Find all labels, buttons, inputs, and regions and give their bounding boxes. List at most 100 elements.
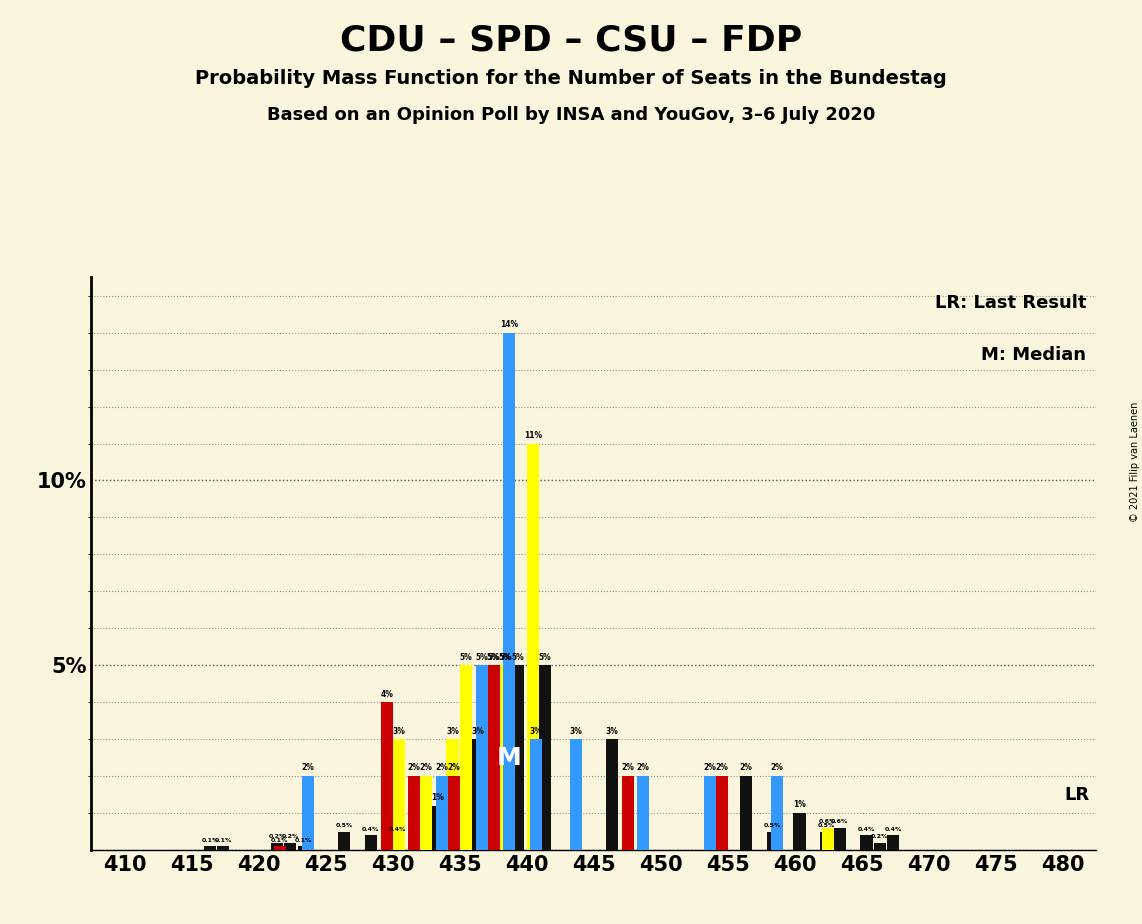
Text: 5%: 5% [539, 652, 552, 662]
Bar [821, 828, 834, 850]
Bar [606, 739, 618, 850]
Bar [637, 776, 649, 850]
Bar [284, 843, 297, 850]
Text: 5%: 5% [486, 652, 499, 662]
Text: 3%: 3% [605, 726, 618, 736]
Text: 0.5%: 0.5% [818, 823, 835, 828]
Text: 2%: 2% [435, 763, 448, 772]
Bar [432, 806, 444, 850]
Bar [794, 813, 805, 850]
Text: 0.2%: 0.2% [282, 834, 299, 839]
Bar [448, 776, 460, 850]
Text: 14%: 14% [500, 320, 517, 329]
Text: CDU – SPD – CSU – FDP: CDU – SPD – CSU – FDP [340, 23, 802, 57]
Bar [771, 776, 782, 850]
Text: 5%: 5% [500, 652, 513, 662]
Bar [204, 846, 216, 850]
Bar [460, 665, 472, 850]
Text: 3%: 3% [529, 726, 542, 736]
Bar [419, 776, 432, 850]
Bar [740, 776, 751, 850]
Text: 2%: 2% [636, 763, 649, 772]
Bar [486, 665, 499, 850]
Bar [539, 665, 550, 850]
Text: 2%: 2% [740, 763, 753, 772]
Bar [380, 702, 393, 850]
Bar [766, 832, 779, 850]
Bar [887, 835, 900, 850]
Text: 5%: 5% [488, 652, 500, 662]
Text: 5%: 5% [459, 652, 473, 662]
Text: © 2021 Filip van Laenen: © 2021 Filip van Laenen [1129, 402, 1140, 522]
Text: 2%: 2% [621, 763, 635, 772]
Bar [526, 444, 539, 850]
Text: 0.1%: 0.1% [201, 838, 218, 843]
Text: 0.4%: 0.4% [388, 827, 407, 832]
Text: 0.5%: 0.5% [764, 823, 781, 828]
Bar [217, 846, 230, 850]
Bar [530, 739, 541, 850]
Bar [301, 776, 314, 850]
Bar [408, 776, 419, 850]
Bar [488, 665, 500, 850]
Bar [834, 828, 846, 850]
Bar [570, 739, 581, 850]
Text: 2%: 2% [715, 763, 729, 772]
Text: 1%: 1% [793, 800, 806, 809]
Bar [703, 776, 716, 850]
Bar [499, 665, 510, 850]
Text: 1%: 1% [432, 793, 444, 802]
Bar [472, 739, 484, 850]
Text: 3%: 3% [393, 726, 405, 736]
Text: 3%: 3% [447, 726, 459, 736]
Bar [874, 843, 886, 850]
Bar [436, 776, 448, 850]
Text: 0.4%: 0.4% [858, 827, 875, 832]
Text: 11%: 11% [524, 431, 542, 440]
Bar [476, 665, 488, 850]
Text: 5%: 5% [498, 652, 512, 662]
Text: 2%: 2% [301, 763, 314, 772]
Text: 0.6%: 0.6% [819, 820, 836, 824]
Bar [364, 835, 377, 850]
Text: 4%: 4% [380, 689, 393, 699]
Text: 0.1%: 0.1% [215, 838, 232, 843]
Bar [860, 835, 872, 850]
Text: Based on an Opinion Poll by INSA and YouGov, 3–6 July 2020: Based on an Opinion Poll by INSA and You… [267, 106, 875, 124]
Text: 0.2%: 0.2% [268, 834, 286, 839]
Text: M: M [497, 746, 521, 770]
Text: 3%: 3% [472, 726, 484, 736]
Text: 0.2%: 0.2% [871, 834, 888, 839]
Bar [500, 665, 512, 850]
Text: 0.1%: 0.1% [271, 838, 288, 843]
Text: 0.4%: 0.4% [885, 827, 902, 832]
Bar [622, 776, 634, 850]
Text: 2%: 2% [771, 763, 783, 772]
Bar [271, 843, 283, 850]
Text: LR: Last Result: LR: Last Result [935, 295, 1086, 312]
Bar [716, 776, 727, 850]
Text: 0.1%: 0.1% [295, 838, 313, 843]
Bar [502, 333, 515, 850]
Text: 2%: 2% [419, 763, 432, 772]
Bar [393, 739, 405, 850]
Text: 5%: 5% [475, 652, 489, 662]
Text: 2%: 2% [703, 763, 716, 772]
Text: 2%: 2% [408, 763, 420, 772]
Bar [338, 832, 349, 850]
Text: 2%: 2% [448, 763, 460, 772]
Text: 0.6%: 0.6% [831, 820, 849, 824]
Text: 5%: 5% [512, 652, 524, 662]
Bar [274, 846, 286, 850]
Bar [512, 665, 524, 850]
Text: M: Median: M: Median [981, 346, 1086, 364]
Text: 0.5%: 0.5% [336, 823, 353, 828]
Bar [392, 835, 403, 850]
Bar [447, 739, 458, 850]
Bar [820, 832, 833, 850]
Bar [298, 846, 309, 850]
Text: Probability Mass Function for the Number of Seats in the Bundestag: Probability Mass Function for the Number… [195, 69, 947, 89]
Text: 0.4%: 0.4% [362, 827, 379, 832]
Text: 3%: 3% [570, 726, 582, 736]
Text: LR: LR [1064, 785, 1089, 804]
